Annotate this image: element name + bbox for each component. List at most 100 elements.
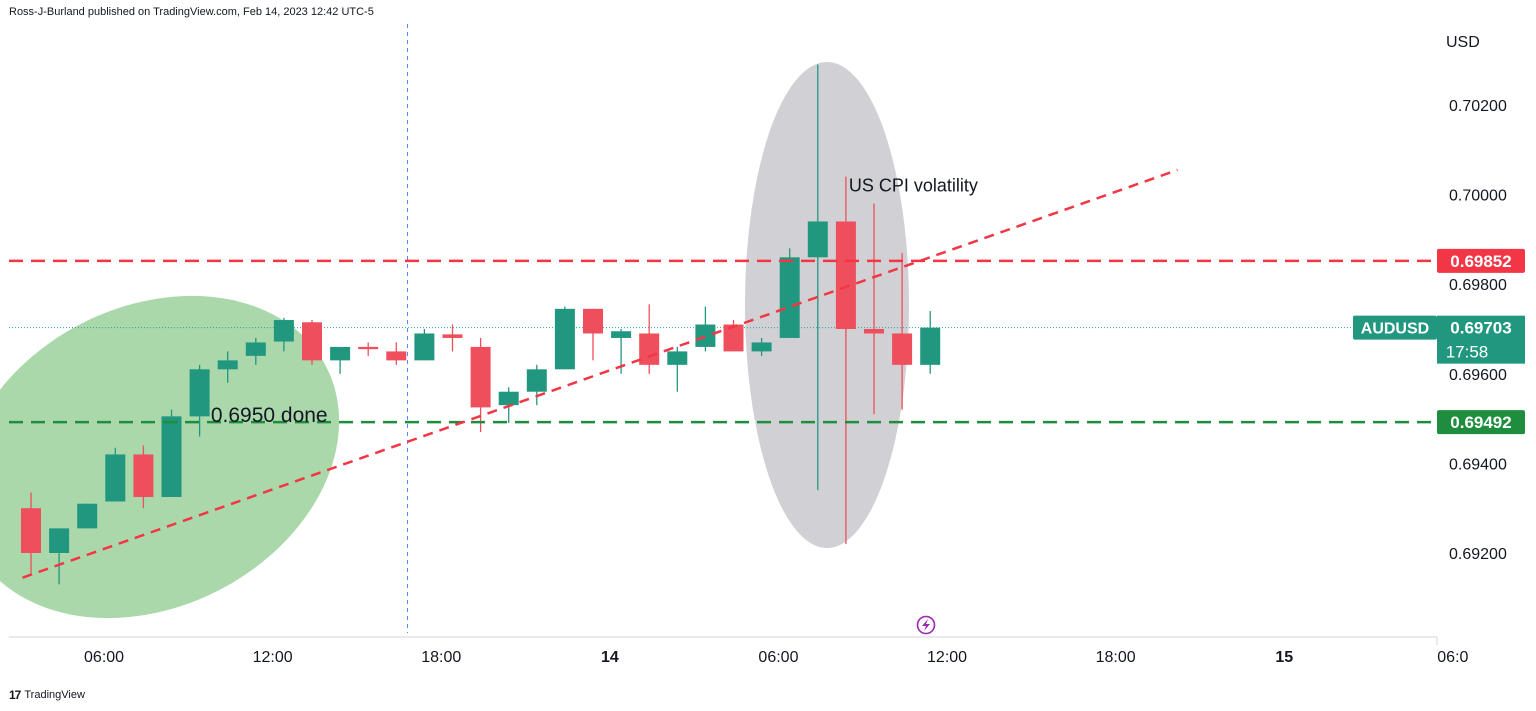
candle [920,311,941,374]
time-tick-label: 06:00 [84,649,124,666]
current-price-tag: AUDUSD 0.69703 17:58 [1353,315,1525,364]
candle [21,492,41,574]
candle-body [470,346,491,408]
candle-body [835,221,856,329]
candle [442,324,463,352]
candle-body [21,508,41,553]
candle [807,64,828,491]
resistance-price-label: 0.69852 [1450,252,1511,271]
candle [695,306,716,352]
candles-group [21,64,941,585]
time-tick-label: 18:00 [1096,649,1136,666]
candle-body [358,346,379,350]
tradingview-logo-icon: 17 [9,688,21,702]
time-tick-label: 12:00 [253,649,293,666]
candle-body [892,333,913,365]
candle [386,342,407,365]
time-axis[interactable]: 06:00 12:00 18:00 14 06:00 12:00 18:00 15 06:0 [84,649,1468,666]
currency-label: USD [1446,34,1480,51]
candle [77,503,98,529]
price-axis[interactable]: 0.70200 0.70000 0.69800 0.69600 0.69400 0.692… [1449,98,1507,563]
support-price-label: 0.69492 [1450,413,1511,432]
candle [189,364,210,437]
support-price-tag: 0.69492 [1437,410,1525,435]
candle-body [77,503,98,529]
candle-body [639,333,660,365]
candle-body [526,369,547,392]
candle [864,203,884,415]
candle [414,329,435,361]
time-tick-label: 06:00 [758,649,798,666]
candle-body [442,334,463,338]
candle-body [695,324,716,347]
candle-body [245,342,266,356]
time-tick-label: 15 [1275,649,1293,666]
time-tick-label: 14 [601,649,619,666]
footer: 17 TradingView [9,688,85,702]
candle [892,252,913,410]
time-tick-label: 06:0 [1437,649,1468,666]
candle-body [330,346,351,361]
time-tick-label: 12:00 [927,649,967,666]
candle [667,346,688,392]
candle-body [554,308,575,370]
candle [751,337,772,356]
candle [330,346,351,374]
candle-body [723,324,744,352]
candle [133,445,154,509]
candle [779,248,800,338]
price-tick-label: 0.70200 [1449,98,1507,115]
candle-body [217,360,238,370]
candle-body [302,322,322,361]
candle-body [189,369,210,417]
candle-body [583,308,603,334]
price-tick-label: 0.70000 [1449,188,1507,205]
candle [302,320,322,365]
candle-body [920,327,941,365]
candle-body [105,454,126,502]
candle-body [133,454,154,497]
candle [835,176,856,545]
candle-body [161,416,182,497]
candle-body [273,320,294,342]
candle-body [386,351,407,361]
trendline[interactable] [22,168,1178,579]
candle [583,308,603,361]
candle-body [49,528,70,553]
countdown-label: 17:58 [1446,343,1489,362]
candle-body [498,391,519,406]
candle [217,351,238,383]
candle-body [611,331,632,338]
price-tick-label: 0.69200 [1449,546,1507,563]
resistance-price-tag: 0.69852 [1437,248,1525,273]
candle [358,342,379,356]
candle [723,320,744,352]
symbol-label: AUDUSD [1361,321,1429,338]
time-tick-label: 18:00 [421,649,461,666]
price-chart[interactable]: 0.6950 done US CPI volatility USD 0.7020… [0,0,1536,680]
event-lightning-icon[interactable] [916,615,936,635]
candle-body [667,351,688,365]
candle [161,409,182,497]
candle [245,337,266,365]
grey-highlight-ellipse [745,62,909,548]
publisher-header: Ross-J-Burland published on TradingView.… [9,6,374,18]
brand-name: TradingView [24,689,85,701]
candle-body [779,257,800,338]
candle [273,317,294,352]
annotation-0950-done: 0.6950 done [211,404,328,427]
candle [105,447,126,502]
price-tick-label: 0.69600 [1449,367,1507,384]
candle-body [807,221,828,258]
candle-body [864,329,884,334]
green-highlight-ellipse [0,295,340,619]
candle-body [751,342,772,352]
price-tick-label: 0.69400 [1449,456,1507,473]
candle [554,306,575,370]
current-price-label: 0.69703 [1450,319,1511,338]
candle [49,528,70,585]
price-tick-label: 0.69800 [1449,277,1507,294]
candle [526,364,547,406]
candle [639,304,660,374]
annotation-us-cpi-volatility: US CPI volatility [849,176,978,196]
